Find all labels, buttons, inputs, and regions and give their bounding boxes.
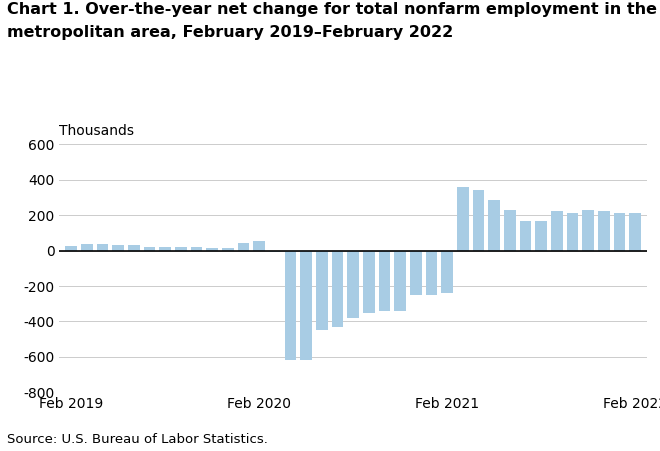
Bar	[222, 248, 234, 251]
Bar	[488, 200, 500, 251]
Bar	[144, 247, 155, 251]
Bar	[112, 245, 124, 251]
Bar	[81, 244, 92, 251]
Bar	[379, 251, 390, 311]
Bar	[347, 251, 359, 318]
Bar	[128, 245, 140, 251]
Bar	[269, 251, 280, 253]
Text: Source: U.S. Bureau of Labor Statistics.: Source: U.S. Bureau of Labor Statistics.	[7, 433, 267, 446]
Text: Thousands: Thousands	[59, 124, 135, 138]
Bar	[582, 210, 594, 251]
Bar	[316, 251, 327, 330]
Bar	[206, 248, 218, 251]
Bar	[300, 251, 312, 360]
Bar	[253, 241, 265, 251]
Bar	[284, 251, 296, 360]
Text: metropolitan area, February 2019–February 2022: metropolitan area, February 2019–Februar…	[7, 25, 453, 40]
Bar	[426, 251, 438, 295]
Bar	[394, 251, 406, 311]
Bar	[551, 211, 562, 251]
Text: Chart 1. Over-the-year net change for total nonfarm employment in the Chicago: Chart 1. Over-the-year net change for to…	[7, 2, 660, 17]
Bar	[65, 246, 77, 251]
Bar	[410, 251, 422, 295]
Bar	[96, 244, 108, 251]
Bar	[566, 213, 578, 251]
Bar	[331, 251, 343, 327]
Bar	[191, 247, 203, 251]
Bar	[598, 211, 610, 251]
Bar	[238, 243, 249, 251]
Bar	[473, 189, 484, 251]
Bar	[629, 212, 641, 251]
Bar	[175, 247, 187, 251]
Bar	[614, 212, 625, 251]
Bar	[363, 251, 375, 313]
Bar	[535, 221, 547, 251]
Bar	[457, 187, 469, 251]
Bar	[442, 251, 453, 293]
Bar	[159, 247, 171, 251]
Bar	[519, 221, 531, 251]
Bar	[504, 210, 515, 251]
